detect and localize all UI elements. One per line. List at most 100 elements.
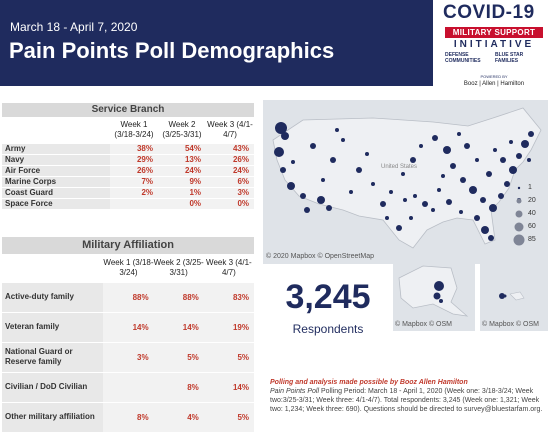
legend-circles bbox=[513, 186, 525, 246]
respondent-dot bbox=[432, 135, 438, 141]
note-lead: Pain Points Poll bbox=[270, 388, 320, 395]
respondent-dot bbox=[433, 292, 441, 300]
respondent-dot bbox=[527, 158, 531, 162]
respondent-dot bbox=[304, 207, 310, 213]
respondent-dot bbox=[403, 198, 407, 202]
table-row: Air Force 26% 24% 24% bbox=[2, 165, 254, 177]
note-body: Pain Points Poll Polling Period: March 1… bbox=[270, 387, 548, 414]
cell-value: 43% bbox=[206, 143, 254, 155]
initiative-logo: COVID-19 MILITARY SUPPORT INITIATIVE DEF… bbox=[433, 0, 550, 96]
respondent-dot bbox=[410, 157, 416, 163]
cell-value: 14% bbox=[103, 312, 154, 343]
respondent-dot bbox=[521, 140, 529, 148]
row-label: National Guard or Reserve family bbox=[2, 342, 104, 373]
table-row: Coast Guard 2% 1% 3% bbox=[2, 187, 254, 199]
partner-defense-communities: DEFENSE COMMUNITIES bbox=[445, 52, 481, 64]
respondent-dot bbox=[503, 294, 507, 298]
respondent-dot bbox=[437, 188, 441, 192]
cell-value: 4% bbox=[153, 402, 204, 433]
respondent-dot bbox=[469, 186, 477, 194]
respondent-dot bbox=[281, 132, 289, 140]
page-title: Pain Points Poll Demographics bbox=[9, 38, 335, 63]
partner-blue-star-families: BLUE STAR FAMILIES bbox=[495, 52, 524, 64]
cell-value: 13% bbox=[158, 154, 206, 166]
hawaii-outline bbox=[509, 291, 525, 301]
respondent-dot bbox=[509, 166, 517, 174]
respondent-dot bbox=[528, 131, 534, 137]
note-heading: Polling and analysis made possible by Bo… bbox=[270, 379, 468, 386]
respondent-dot bbox=[413, 194, 417, 198]
respondent-dot bbox=[488, 235, 494, 241]
respondent-dot bbox=[310, 143, 316, 149]
hawaii-inset-map[interactable]: © Mapbox © OSM bbox=[480, 258, 548, 331]
row-label: Navy bbox=[2, 154, 110, 166]
column-header: Week 1 (3/18-3/24) bbox=[103, 254, 154, 283]
respondent-dot bbox=[396, 225, 402, 231]
cell-value: 26% bbox=[110, 165, 158, 177]
map-credit: © Mapbox © OSM bbox=[395, 321, 452, 328]
respondent-dot bbox=[389, 190, 393, 194]
military-affiliation-table: Military Affiliation Week 1 (3/18-3/24) … bbox=[2, 237, 254, 433]
table-row: Civilian / DoD Civilian 8% 14% bbox=[2, 372, 254, 403]
hawaii-graphic bbox=[499, 291, 525, 301]
column-header: Week 2 (3/25-3/31) bbox=[153, 254, 204, 283]
respondent-dot bbox=[349, 190, 353, 194]
table-row: National Guard or Reserve family 3% 5% 5… bbox=[2, 342, 254, 373]
respondent-dot bbox=[481, 226, 489, 234]
country-label: United States bbox=[381, 164, 417, 170]
table-row: Active-duty family 88% 88% 83% bbox=[2, 282, 254, 313]
size-legend: 1 20 40 60 85 bbox=[513, 181, 546, 247]
column-header: Week 3 (4/1-4/7) bbox=[203, 254, 254, 283]
respondent-dot bbox=[401, 172, 405, 176]
table-row: Space Force 0% 0% bbox=[2, 198, 254, 210]
respondent-dot bbox=[341, 138, 345, 142]
cell-value: 29% bbox=[110, 154, 158, 166]
respondent-dot bbox=[489, 204, 497, 212]
respondent-dot bbox=[385, 216, 389, 220]
cell-value: 7% bbox=[110, 176, 158, 188]
table-row: Veteran family 14% 14% 19% bbox=[2, 312, 254, 343]
respondent-dot bbox=[498, 193, 504, 199]
respondent-label: Respondents bbox=[292, 322, 364, 336]
us-respondent-map[interactable]: United States © 2020 Mapbox © OpenStreet… bbox=[263, 100, 548, 264]
table-row: Marine Corps 7% 9% 6% bbox=[2, 176, 254, 188]
cell-value: 14% bbox=[153, 312, 204, 343]
cell-value: 6% bbox=[206, 176, 254, 188]
row-label: Coast Guard bbox=[2, 187, 110, 199]
cell-value: 88% bbox=[103, 282, 154, 313]
respondent-dot bbox=[431, 208, 435, 212]
respondent-dot bbox=[493, 148, 497, 152]
respondent-dot bbox=[335, 128, 339, 132]
cell-value: 14% bbox=[203, 372, 254, 403]
respondent-dot bbox=[439, 299, 443, 303]
cell-value: 83% bbox=[203, 282, 254, 313]
legend-label: 40 bbox=[528, 210, 536, 217]
cell-value: 5% bbox=[203, 402, 254, 433]
legend-circle-40 bbox=[515, 210, 523, 218]
cell-value: 8% bbox=[103, 402, 154, 433]
us-map-graphic: United States bbox=[272, 107, 542, 249]
cell-value: 26% bbox=[206, 154, 254, 166]
respondent-dot bbox=[459, 210, 463, 214]
respondent-dot bbox=[371, 182, 375, 186]
respondent-dot bbox=[419, 144, 423, 148]
alaska-inset-map[interactable]: © Mapbox © OSM bbox=[393, 258, 475, 331]
respondent-dot bbox=[486, 171, 492, 177]
row-label: Marine Corps bbox=[2, 176, 110, 188]
map-credit: © 2020 Mapbox © OpenStreetMap bbox=[266, 253, 374, 260]
cell-value: 9% bbox=[158, 176, 206, 188]
row-label: Active-duty family bbox=[2, 282, 104, 313]
cell-value: 3% bbox=[103, 342, 154, 373]
us-outline bbox=[272, 107, 542, 249]
respondent-dot bbox=[509, 140, 513, 144]
logo-initiative: INITIATIVE bbox=[453, 39, 535, 50]
respondent-dot bbox=[321, 178, 325, 182]
table-row: Army 38% 54% 43% bbox=[2, 143, 254, 155]
alaska-outline bbox=[398, 265, 469, 317]
respondent-dot bbox=[275, 122, 287, 134]
cell-value: 0% bbox=[206, 198, 254, 210]
cell-value: 5% bbox=[203, 342, 254, 373]
respondent-dot bbox=[287, 182, 295, 190]
respondent-dot bbox=[504, 181, 510, 187]
respondent-dot bbox=[441, 174, 445, 178]
